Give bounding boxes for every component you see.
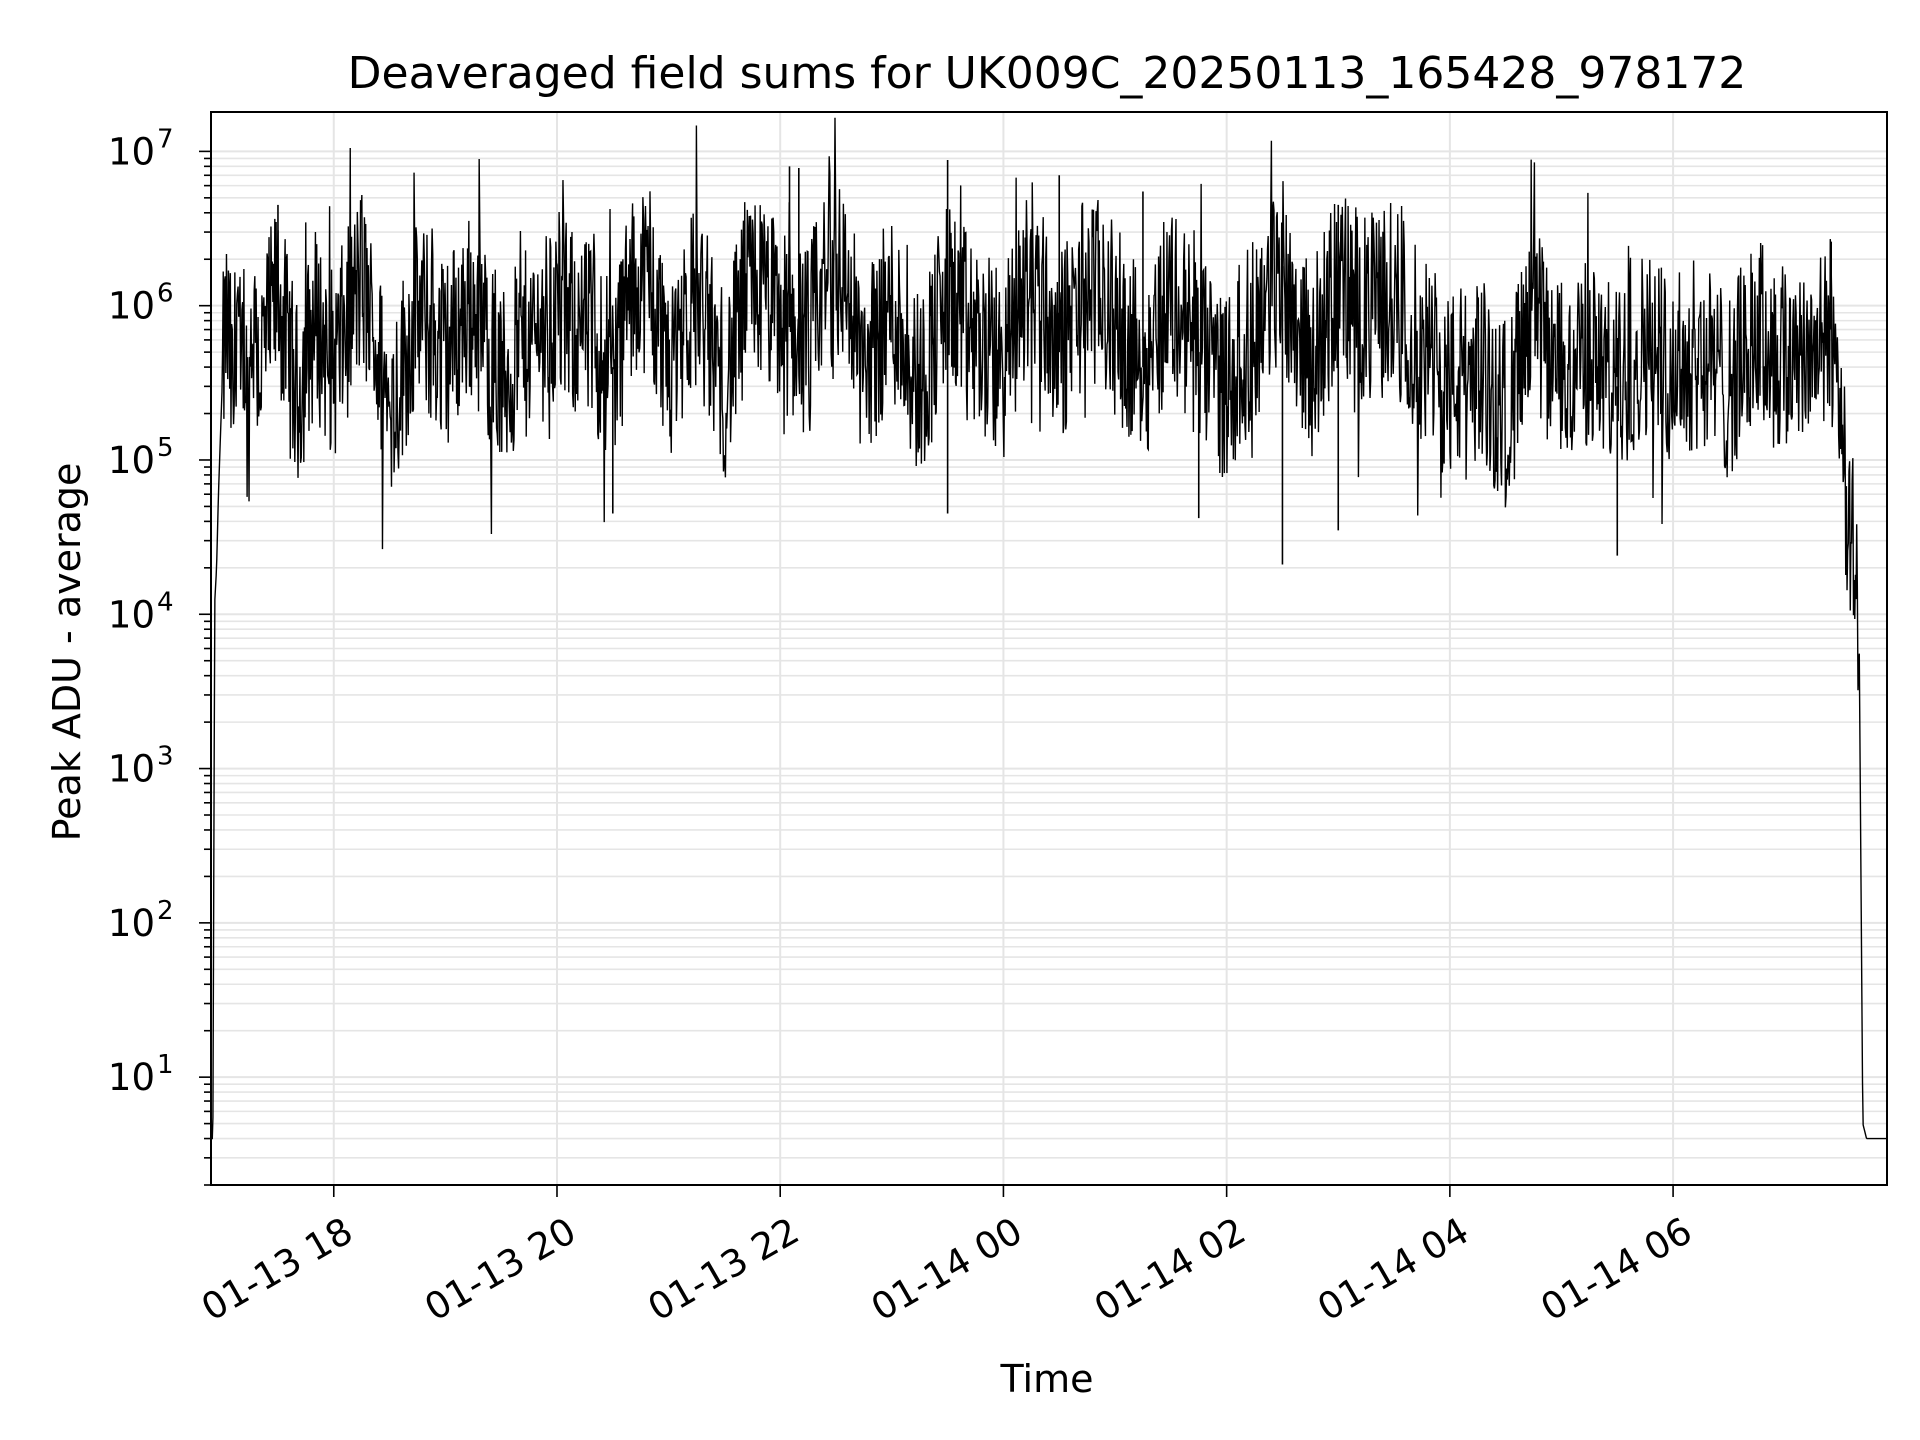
y-tick-exponent: 4 [157,587,174,617]
series-layer [211,117,1887,1140]
chart-title: Deaveraged field sums for UK009C_2025011… [348,48,1747,99]
y-tick-exponent: 7 [157,124,174,154]
y-tick-exponent: 1 [157,1050,174,1080]
y-axis-label: Peak ADU - average [45,463,89,842]
y-tick-label: 10 [108,130,155,173]
y-tick-label: 10 [108,748,155,791]
x-axis-label: Time [1000,1357,1094,1401]
y-tick-exponent: 3 [157,742,174,772]
grid [211,112,1887,1186]
y-tick-exponent: 6 [157,279,174,309]
y-tick-label: 10 [108,902,155,945]
series-line [211,117,1887,1140]
y-tick-label: 10 [108,285,155,328]
y-tick-exponent: 5 [157,433,174,463]
plot-frame [210,111,1888,1186]
y-tick-exponent: 2 [157,896,174,926]
y-tick-label: 10 [108,439,155,482]
y-tick-label: 10 [108,593,155,636]
y-tick-label: 10 [108,1056,155,1099]
